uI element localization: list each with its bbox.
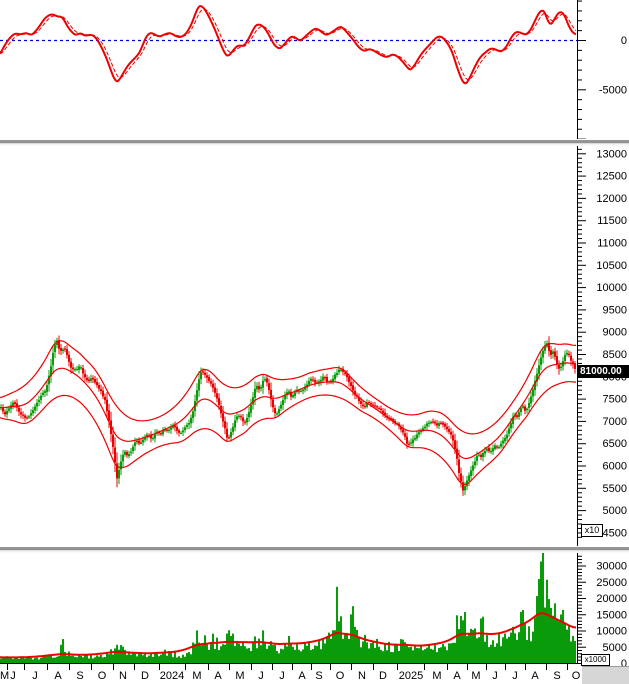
svg-text:J: J	[512, 670, 518, 682]
svg-text:J: J	[492, 670, 498, 682]
svg-text:10000: 10000	[596, 626, 627, 638]
panel-splitter-top[interactable]	[0, 139, 629, 146]
svg-text:15000: 15000	[596, 609, 627, 621]
svg-text:A: A	[54, 670, 62, 682]
svg-text:20000: 20000	[596, 593, 627, 605]
svg-text:O: O	[98, 670, 107, 682]
svg-text:30000: 30000	[596, 561, 627, 573]
svg-text:M: M	[432, 670, 441, 682]
svg-text:11000: 11000	[597, 237, 627, 249]
svg-text:11500: 11500	[597, 215, 627, 227]
svg-text:0: 0	[621, 35, 627, 47]
svg-text:J: J	[258, 670, 264, 682]
svg-text:7000: 7000	[603, 416, 627, 428]
svg-text:12000: 12000	[596, 193, 627, 205]
price-panel	[0, 335, 577, 496]
svg-text:2024: 2024	[160, 670, 184, 682]
svg-text:A: A	[453, 670, 461, 682]
svg-text:4500: 4500	[603, 527, 627, 539]
volume-panel	[0, 553, 577, 663]
last-price-marker: 81000.00	[578, 365, 629, 378]
svg-text:10500: 10500	[596, 260, 627, 272]
svg-text:12500: 12500	[596, 171, 627, 183]
svg-text:0: 0	[621, 658, 627, 670]
svg-text:9000: 9000	[603, 327, 627, 339]
y-axis[interactable]: -500004500500055006000650070007500800085…	[577, 0, 629, 684]
svg-text:A: A	[531, 670, 539, 682]
svg-text:10000: 10000	[596, 282, 627, 294]
svg-text:J: J	[279, 670, 285, 682]
svg-text:A: A	[214, 670, 222, 682]
svg-text:2025: 2025	[399, 670, 423, 682]
svg-text:D: D	[141, 670, 149, 682]
svg-text:5500: 5500	[603, 483, 627, 495]
svg-text:N: N	[358, 670, 366, 682]
svg-text:N: N	[119, 670, 127, 682]
svg-text:M: M	[192, 670, 201, 682]
svg-text:S: S	[553, 670, 560, 682]
svg-text:13000: 13000	[596, 148, 627, 160]
svg-text:M: M	[235, 670, 244, 682]
svg-text:-5000: -5000	[599, 84, 627, 96]
svg-text:D: D	[379, 670, 387, 682]
svg-text:6500: 6500	[603, 438, 627, 450]
svg-text:S: S	[76, 670, 83, 682]
svg-text:O: O	[572, 670, 581, 682]
svg-text:M: M	[471, 670, 480, 682]
svg-text:S: S	[315, 670, 322, 682]
svg-text:7500: 7500	[603, 394, 627, 406]
svg-text:O: O	[336, 670, 345, 682]
oscillator-panel	[0, 5, 577, 85]
svg-text:A: A	[298, 670, 306, 682]
x-axis[interactable]: M J J A S O N D 2024 M A M J J A S O N D 2025 M A M J J A S O	[0, 663, 582, 684]
svg-text:M: M	[0, 670, 9, 682]
panel-splitter-bottom[interactable]	[0, 546, 629, 553]
svg-text:5000: 5000	[603, 505, 627, 517]
svg-text:J: J	[32, 670, 38, 682]
svg-text:8500: 8500	[603, 349, 627, 361]
svg-text:J: J	[10, 670, 16, 682]
axis-corner	[582, 666, 629, 684]
price-scale-badge: x10	[581, 524, 603, 537]
svg-text:9500: 9500	[603, 304, 627, 316]
svg-text:6000: 6000	[603, 461, 627, 473]
svg-text:5000: 5000	[603, 642, 627, 654]
volume-scale-badge: x1000	[581, 654, 610, 666]
svg-text:25000: 25000	[596, 577, 627, 589]
